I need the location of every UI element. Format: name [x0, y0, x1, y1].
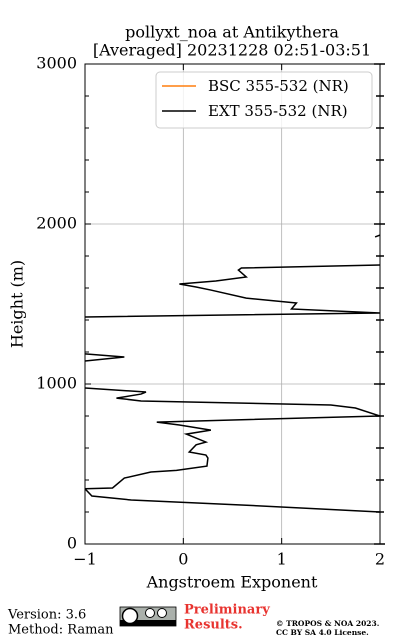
- profile-line: [85, 353, 125, 362]
- x-tick-label: −1: [73, 550, 97, 569]
- preliminary: Preliminary: [184, 603, 270, 618]
- plot-area: [85, 234, 380, 513]
- y-tick-label: 0: [67, 534, 77, 553]
- y-tick-label: 2000: [36, 214, 77, 233]
- x-axis-label: Angstroem Exponent: [146, 573, 318, 592]
- license: © TROPOS & NOA 2023.: [276, 619, 379, 628]
- axes-frame: [84, 63, 381, 545]
- license: CC BY SA 4.0 License.: [276, 628, 369, 637]
- version: Version: 3.6: [7, 608, 86, 623]
- preliminary: Results.: [184, 618, 243, 633]
- profile-line: [85, 264, 380, 318]
- x-tick-label: 2: [375, 550, 385, 569]
- x-tick-label: 0: [178, 550, 188, 569]
- chart-title: [Averaged] 20231228 02:51-03:51: [93, 41, 371, 60]
- y-axis-label: Height (m): [8, 260, 27, 348]
- legend-box: [155, 71, 373, 129]
- legend-label: EXT 355-532 (NR): [208, 102, 348, 120]
- chart-title: pollyxt_noa at Antikythera: [125, 23, 339, 42]
- legend-label: BSC 355-532 (NR): [208, 77, 349, 95]
- x-tick-label: 1: [277, 550, 287, 569]
- profile-line: [85, 387, 380, 513]
- profile-line: [374, 234, 380, 238]
- y-tick-label: 1000: [36, 374, 77, 393]
- method: Method: Raman: [8, 623, 114, 638]
- y-tick-label: 3000: [36, 54, 77, 73]
- cc-logo: [119, 606, 177, 627]
